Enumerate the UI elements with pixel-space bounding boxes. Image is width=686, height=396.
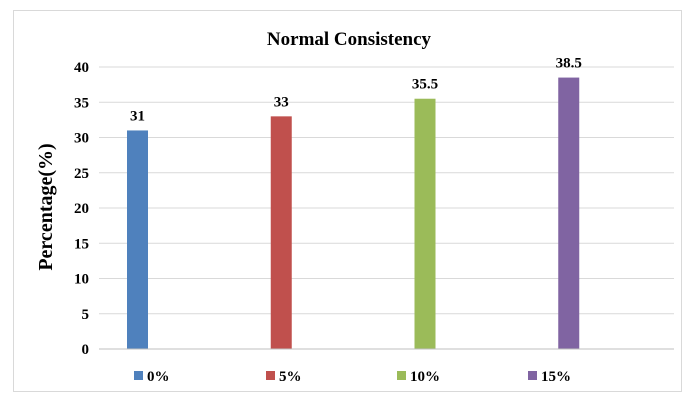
y-tick-label: 25 — [74, 166, 89, 182]
legend-swatch — [266, 371, 275, 380]
y-tick-label: 0 — [82, 342, 90, 358]
bar-0pct — [127, 130, 148, 349]
bar-15pct — [558, 77, 580, 349]
legend-label: 0% — [147, 369, 170, 385]
data-label: 35.5 — [412, 77, 438, 93]
gridlines — [99, 66, 674, 315]
y-axis-label: Percentage(%) — [35, 143, 57, 270]
data-label: 38.5 — [556, 56, 582, 72]
chart-title: Normal Consistency — [267, 29, 432, 50]
chart-frame: Normal Consistency Percentage(%) 0 5 10 15 2… — [13, 10, 682, 392]
data-label: 33 — [274, 94, 289, 110]
y-tick-label: 5 — [82, 307, 90, 323]
legend-label: 15% — [541, 369, 571, 385]
y-tick-label: 40 — [74, 60, 89, 76]
bar-10pct — [414, 98, 436, 349]
legend-label: 5% — [279, 369, 302, 385]
legend-swatch — [134, 371, 143, 380]
legend-swatch — [528, 371, 537, 380]
y-tick-label: 20 — [74, 201, 89, 217]
bars — [127, 77, 580, 349]
y-axis-ticks: 0 5 10 15 20 25 30 35 40 — [74, 60, 89, 358]
legend-label: 10% — [410, 369, 440, 385]
bar-chart: Normal Consistency Percentage(%) 0 5 10 15 2… — [35, 29, 674, 385]
y-tick-label: 30 — [74, 131, 89, 147]
bar-5pct — [270, 116, 292, 349]
y-tick-label: 35 — [74, 95, 89, 111]
legend-swatch — [397, 371, 406, 380]
legend: 0% 5% 10% 15% — [134, 369, 571, 385]
y-tick-label: 15 — [74, 236, 89, 252]
data-label: 31 — [130, 108, 145, 124]
y-tick-label: 10 — [74, 272, 89, 288]
data-labels: 31 33 35.5 38.5 — [130, 56, 582, 125]
